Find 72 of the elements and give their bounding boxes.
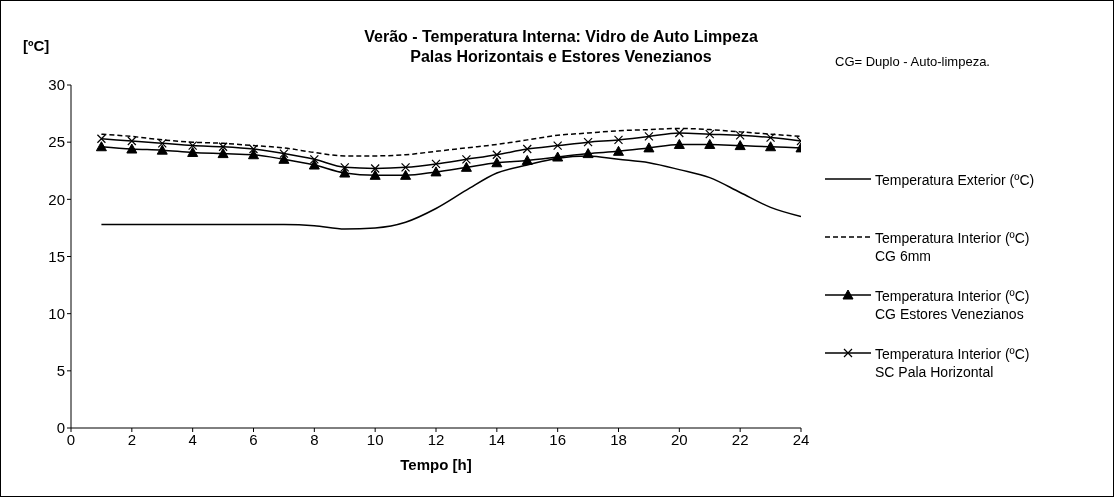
point xyxy=(157,138,167,148)
point xyxy=(430,166,442,177)
y-tick-label: 0 xyxy=(56,419,65,437)
point xyxy=(218,142,228,152)
point xyxy=(248,144,259,154)
x-tick-label: 2 xyxy=(127,430,137,448)
point xyxy=(400,162,411,172)
point xyxy=(188,141,198,151)
x-tick-label: 20 xyxy=(670,430,688,448)
point xyxy=(96,134,107,144)
legend-label: Temperatura Interior (ºC) CG Estores Venezianos xyxy=(875,287,1030,323)
x-tick-label: 14 xyxy=(488,430,506,448)
x-tick-label: 6 xyxy=(249,430,258,448)
point xyxy=(369,169,381,180)
point xyxy=(461,154,472,164)
point xyxy=(582,148,594,159)
point xyxy=(217,148,229,159)
point xyxy=(248,149,259,160)
point xyxy=(491,157,503,168)
point xyxy=(460,161,472,172)
point xyxy=(370,163,380,174)
x-tick-label: 12 xyxy=(427,430,445,448)
legend-label: Temperatura Exterior (ºC) xyxy=(875,171,1035,189)
point xyxy=(521,154,533,165)
point xyxy=(340,162,350,172)
point xyxy=(705,129,715,139)
y-tick-label: 15 xyxy=(48,247,65,265)
x-tick-label: 24 xyxy=(792,430,810,448)
point xyxy=(734,140,746,151)
point xyxy=(522,144,532,154)
y-tick-label: 10 xyxy=(48,304,65,322)
point xyxy=(704,138,716,149)
point xyxy=(583,137,593,147)
point xyxy=(553,141,563,151)
x-tick-label: 8 xyxy=(310,430,319,448)
point xyxy=(339,167,351,178)
point xyxy=(735,130,745,140)
point xyxy=(279,149,289,159)
x-tick-label: 10 xyxy=(366,430,384,448)
point xyxy=(126,143,138,154)
point xyxy=(613,135,624,145)
x-axis-title: Tempo [h] xyxy=(400,456,472,473)
x-tick-label: 16 xyxy=(549,430,567,448)
y-tick-label: 25 xyxy=(48,133,65,151)
chart-title: Verão - Temperatura Interna: Vidro de Auto Limpeza Palas Horizontais e Estores Venezianos xyxy=(364,28,758,65)
legend-label: Temperatura Interior (ºC) SC Pala Horizontal xyxy=(875,345,1030,381)
point xyxy=(309,154,319,164)
text: CG= Duplo - Auto-limpeza. xyxy=(835,54,990,69)
x-tick-label: 4 xyxy=(188,430,197,448)
point xyxy=(643,142,655,153)
point xyxy=(187,146,199,157)
point xyxy=(278,153,290,164)
point xyxy=(673,138,685,149)
point xyxy=(95,141,107,152)
point xyxy=(613,145,624,156)
point xyxy=(492,150,502,160)
y-tick-label: 30 xyxy=(48,76,65,94)
point xyxy=(156,144,168,155)
point xyxy=(400,169,412,180)
x-tick-label: 18 xyxy=(610,430,627,448)
legend-label: Temperatura Interior (ºC) CG 6mm xyxy=(875,229,1030,265)
y-tick-label: 20 xyxy=(48,190,65,208)
point xyxy=(765,141,777,152)
point xyxy=(765,132,776,143)
point xyxy=(308,159,320,170)
point xyxy=(127,136,137,146)
point xyxy=(674,128,684,138)
point xyxy=(431,159,441,169)
point xyxy=(644,131,654,142)
y-axis-title: [ºC] xyxy=(23,37,50,54)
y-tick-label: 5 xyxy=(56,362,65,380)
x-tick-label: 22 xyxy=(731,430,749,448)
